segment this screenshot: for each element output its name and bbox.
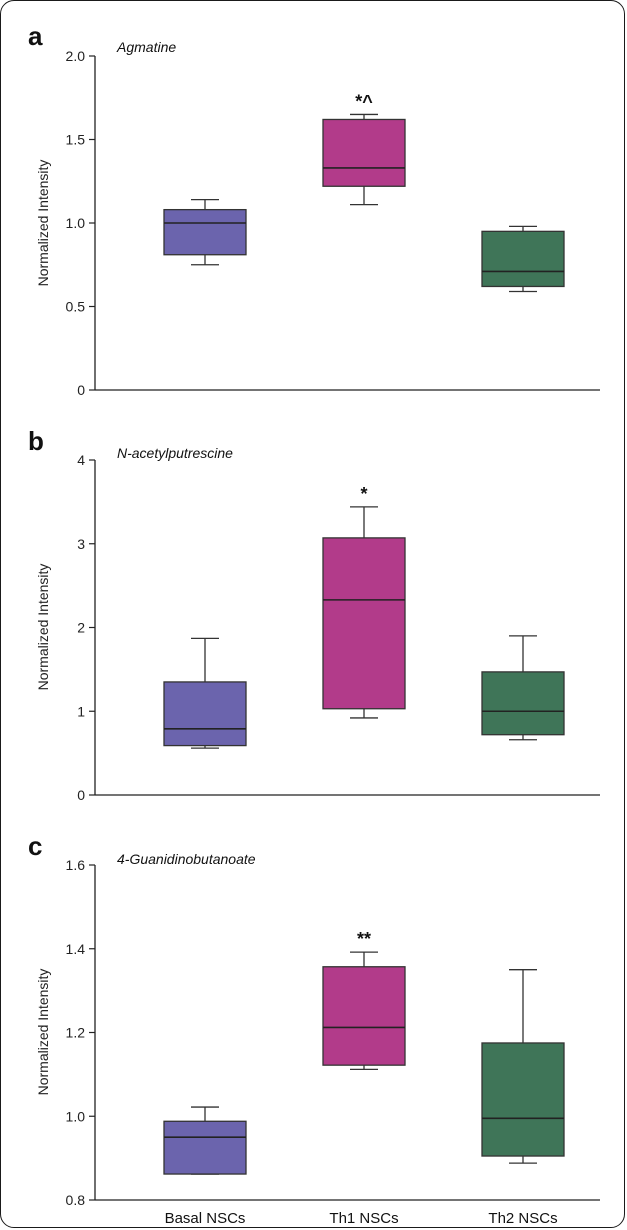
iqr-box [481, 230, 565, 288]
x-category-label: Basal NSCs [165, 1210, 246, 1227]
panel-letter: b [28, 426, 44, 456]
box-plot-th1-nscs: ** [322, 929, 406, 1070]
y-tick-label: 1.5 [66, 132, 86, 148]
chart-panel-a: a Agmatine Normalized Intensity 0 0.5 1.0 1.5 2… [28, 21, 600, 398]
y-axis-label: Normalized Intensity [35, 160, 51, 287]
y-tick-label: 4 [77, 452, 85, 468]
y-tick-label: 1.2 [66, 1025, 86, 1041]
y-axis-label: Normalized Intensity [35, 564, 51, 691]
box-plot-th1-nscs: *^ [322, 91, 406, 206]
chart-title: 4-Guanidinobutanoate [117, 851, 256, 867]
box-plot-th2-nscs [481, 635, 565, 741]
iqr-box [322, 537, 406, 710]
iqr-box [163, 1120, 247, 1175]
y-tick-label: 1 [77, 703, 85, 719]
chart-title: N-acetylputrescine [117, 445, 233, 461]
y-tick-label: 0.5 [66, 299, 86, 315]
y-tick-label: 1.0 [66, 215, 86, 231]
box-plot-th2-nscs [481, 969, 565, 1164]
significance-label: ** [357, 929, 371, 949]
iqr-box [481, 1042, 565, 1157]
y-axis-label: Normalized Intensity [35, 969, 51, 1096]
iqr-box [322, 118, 406, 187]
x-category-label: Th2 NSCs [488, 1210, 557, 1227]
box-plot-basal-nscs [163, 198, 247, 266]
box-plot-basal-nscs [163, 1106, 247, 1175]
chart-panel-b: b N-acetylputrescine Normalized Intensity 0… [28, 426, 600, 803]
y-tick-label: 3 [77, 536, 85, 552]
panel-letter: a [28, 21, 43, 51]
x-category-label: Th1 NSCs [329, 1210, 398, 1227]
significance-label: *^ [355, 91, 373, 111]
panel-letter: c [28, 831, 42, 861]
significance-label: * [360, 484, 367, 504]
y-tick-label: 0 [77, 787, 85, 803]
iqr-box [163, 681, 247, 747]
y-tick-label: 2 [77, 620, 85, 636]
y-tick-label: 1.6 [66, 857, 86, 873]
chart-title: Agmatine [116, 39, 176, 55]
y-tick-label: 0.8 [66, 1192, 86, 1208]
y-tick-label: 1.0 [66, 1108, 86, 1124]
y-tick-label: 1.4 [66, 941, 86, 957]
panels-group: a Agmatine Normalized Intensity 0 0.5 1.0 1.5 2… [28, 21, 600, 1227]
box-plot-th1-nscs: * [322, 484, 406, 719]
iqr-box [163, 208, 247, 256]
box-plot-basal-nscs [163, 637, 247, 749]
iqr-box [481, 671, 565, 736]
iqr-box [322, 966, 406, 1066]
y-tick-label: 0 [77, 382, 85, 398]
chart-panel-c: c 4-Guanidinobutanoate Normalized Intensit… [28, 831, 600, 1227]
box-plot-th2-nscs [481, 225, 565, 293]
y-tick-label: 2.0 [66, 48, 86, 64]
